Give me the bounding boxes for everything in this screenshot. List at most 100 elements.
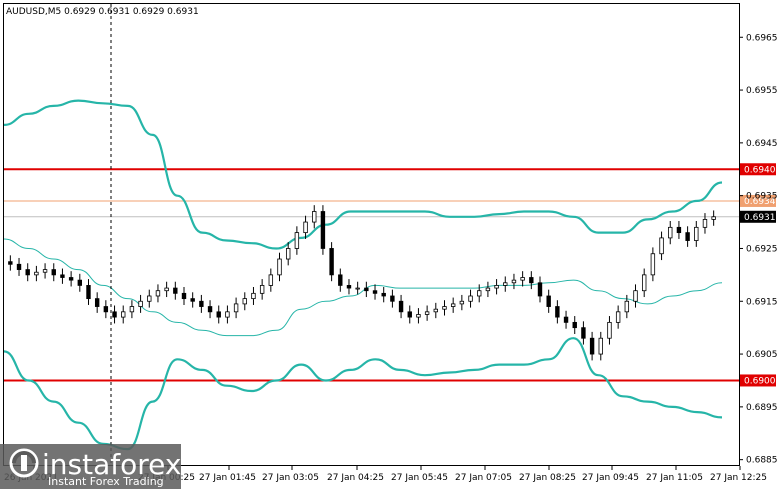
level-tag-label: 0.6940 [744, 165, 776, 175]
candle-body [694, 226, 699, 241]
candle [529, 271, 534, 290]
y-tick-label: 0.6925 [746, 244, 778, 254]
candle [285, 242, 291, 266]
candle-body [233, 303, 239, 313]
candle [676, 221, 682, 239]
price-marker-tag [740, 194, 776, 207]
candle-body [277, 258, 282, 276]
candle-body [251, 292, 256, 300]
candle [355, 281, 360, 295]
candle-body [268, 274, 274, 286]
candle [251, 287, 256, 305]
candle [668, 221, 673, 245]
candle [268, 268, 274, 292]
candle [94, 292, 100, 313]
candle-body [16, 263, 22, 270]
candle-body [51, 269, 56, 276]
candle-body [216, 311, 221, 318]
candle-body [34, 271, 39, 276]
candle [424, 305, 430, 321]
candle [450, 297, 456, 313]
candle-body [685, 232, 690, 241]
candle-body [294, 232, 300, 249]
y-tick-label: 0.6885 [746, 456, 778, 466]
candle-body [77, 279, 83, 286]
candle [121, 305, 126, 324]
candle [589, 331, 595, 361]
chart-title: AUDUSD,M5 0.6929 0.6931 0.6929 0.6931 [6, 7, 199, 17]
candle [702, 213, 708, 234]
candle-body [511, 279, 517, 284]
candle [624, 294, 630, 319]
candle [259, 279, 265, 300]
candle-body [537, 282, 543, 297]
candle [546, 289, 551, 313]
x-tick-label: 27 Jan 04:25 [327, 473, 384, 483]
candle [190, 292, 195, 308]
candle [364, 281, 369, 298]
candle-body [68, 277, 74, 281]
candle-body [42, 269, 48, 273]
candle [112, 305, 117, 324]
candle-body [320, 211, 326, 249]
candle-body [702, 219, 708, 228]
candle [8, 255, 13, 271]
candle [537, 276, 543, 303]
candle [164, 281, 169, 298]
candle [581, 321, 586, 345]
candle-body [615, 311, 621, 323]
candle [86, 279, 91, 305]
candle [60, 268, 65, 284]
candles [8, 205, 716, 361]
candle-body [641, 274, 647, 292]
candle [711, 210, 716, 226]
candle-body [390, 295, 395, 302]
candle [129, 300, 135, 319]
candle-body [563, 316, 569, 323]
candle [51, 263, 56, 282]
candle [381, 287, 386, 303]
candle [233, 297, 239, 319]
level-tag-label: 0.6900 [744, 376, 776, 386]
candle [520, 271, 525, 287]
candle [68, 271, 74, 287]
candle-body [598, 337, 603, 355]
candle [572, 316, 577, 334]
candle-body [659, 237, 664, 255]
candle [416, 308, 421, 324]
candle-body [225, 311, 230, 318]
candle [42, 263, 48, 279]
candle [103, 300, 109, 319]
logo-brand: instaforex [42, 448, 181, 481]
y-tick-label: 0.6965 [746, 33, 778, 43]
level-tag [740, 163, 776, 176]
candle-body [555, 306, 560, 318]
candle [277, 252, 282, 282]
candle [242, 292, 247, 311]
candle [485, 281, 491, 298]
y-axis: 0.6965 0.6955 0.6945 0.6935 0.6925 0.6915 0.69… [739, 33, 778, 466]
candle [494, 279, 499, 295]
candle-body [589, 337, 595, 355]
x-tick-label: 27 Jan 05:45 [391, 473, 448, 483]
candle [503, 276, 508, 292]
candle-body [676, 226, 682, 234]
candle [633, 284, 638, 308]
plot-frame [3, 3, 740, 466]
candle [173, 281, 178, 300]
candle [390, 289, 395, 308]
candle [312, 205, 317, 229]
y-tick-label: 0.6915 [746, 297, 778, 307]
candle [615, 305, 621, 329]
candle-body [94, 298, 100, 307]
candle [338, 268, 343, 292]
candle [407, 305, 412, 324]
logo-tagline: Instant Forex Trading [48, 475, 164, 488]
y-tick-label: 0.6895 [746, 403, 778, 413]
candle-body [8, 261, 13, 265]
candle-body [450, 303, 456, 307]
candle-body [285, 248, 291, 260]
candle-body [668, 226, 673, 239]
candle-body [581, 327, 586, 339]
